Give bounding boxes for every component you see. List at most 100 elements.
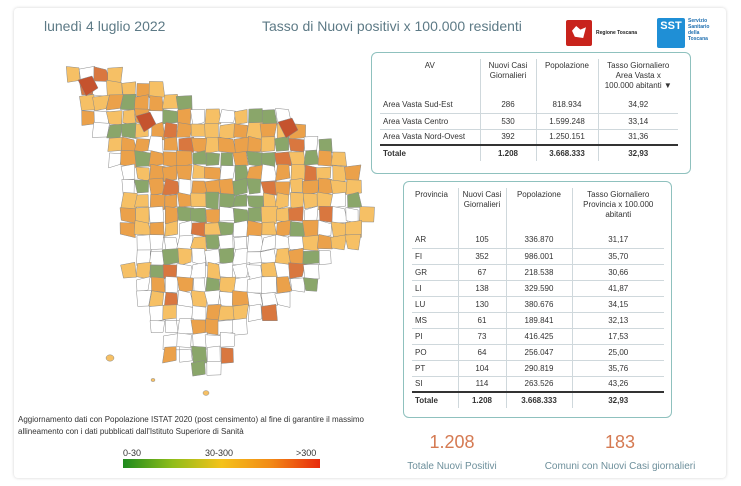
municipality-cell[interactable] (274, 192, 289, 210)
municipality-cell[interactable] (134, 94, 149, 111)
municipality-cell[interactable] (148, 290, 165, 309)
municipality-cell[interactable] (135, 111, 157, 133)
table-row[interactable]: PI 73 416.425 17,53 (412, 328, 664, 345)
municipality-cell[interactable] (119, 222, 136, 239)
av-header-rate[interactable]: Tasso Giornaliero Area Vasta x 100.000 a… (597, 59, 678, 97)
municipality-cell[interactable] (347, 191, 363, 208)
municipality-cell[interactable] (259, 248, 278, 264)
municipality-cell[interactable] (164, 276, 179, 293)
municipality-cell[interactable] (119, 207, 137, 224)
municipality-cell[interactable] (220, 347, 234, 364)
municipality-cell[interactable] (81, 110, 95, 126)
municipality-cell[interactable] (163, 136, 179, 151)
municipality-cell[interactable] (260, 304, 278, 322)
municipality-cell[interactable] (190, 290, 208, 308)
municipality-cell[interactable] (204, 108, 222, 125)
municipality-cell[interactable] (178, 136, 195, 153)
municipality-cell[interactable] (330, 151, 347, 167)
municipality-cell[interactable] (204, 166, 222, 180)
municipality-cell[interactable] (318, 205, 334, 223)
municipality-cell[interactable] (149, 234, 165, 250)
municipality-cell[interactable] (176, 150, 193, 169)
av-header-av[interactable]: AV (424, 61, 435, 70)
municipality-cell[interactable] (345, 179, 362, 195)
municipality-cell[interactable] (135, 166, 151, 183)
municipality-cell[interactable] (148, 81, 166, 99)
municipality-cell[interactable] (204, 123, 219, 140)
municipality-cell[interactable] (149, 320, 166, 333)
municipality-cell[interactable] (189, 262, 206, 281)
municipality-cell[interactable] (259, 123, 278, 139)
pv-header-cases[interactable]: Nuovi Casi Giornalieri (457, 188, 506, 232)
municipality-cell[interactable] (205, 191, 220, 211)
municipality-cell[interactable] (331, 206, 348, 224)
municipality-cell[interactable] (161, 248, 180, 266)
municipality-cell[interactable] (219, 247, 234, 265)
municipality-cell[interactable] (191, 248, 207, 267)
municipality-cell[interactable] (316, 234, 335, 250)
municipality-cell[interactable] (318, 138, 333, 154)
municipality-cell[interactable] (274, 291, 291, 308)
table-row[interactable]: PT 104 290.819 35,76 (412, 360, 664, 377)
municipality-cell[interactable] (274, 135, 289, 152)
table-row[interactable]: LI 138 329.590 41,87 (412, 280, 664, 297)
municipality-cell[interactable] (163, 121, 178, 139)
municipality-cell[interactable] (206, 345, 221, 364)
municipality-cell[interactable] (232, 193, 247, 207)
municipality-cell[interactable] (318, 249, 332, 266)
pv-header-provincia[interactable]: Provincia (415, 190, 448, 199)
municipality-cell[interactable] (287, 235, 305, 250)
municipality-cell[interactable] (232, 290, 250, 307)
municipality-cell[interactable] (121, 81, 137, 96)
table-row[interactable]: PO 64 256.047 25,00 (412, 344, 664, 361)
municipality-cell[interactable] (148, 177, 165, 196)
municipality-cell[interactable] (91, 122, 110, 138)
municipality-cell[interactable] (234, 109, 248, 125)
municipality-cell[interactable] (329, 192, 347, 209)
municipality-cell[interactable] (220, 332, 236, 348)
municipality-cell[interactable] (233, 123, 249, 139)
municipality-cell[interactable] (303, 149, 320, 166)
municipality-cell[interactable] (190, 192, 208, 208)
municipality-cell[interactable] (358, 206, 375, 223)
municipality-cell[interactable] (77, 75, 99, 97)
municipality-cell[interactable] (247, 207, 263, 222)
municipality-cell[interactable] (162, 346, 177, 364)
municipality-cell[interactable] (317, 150, 333, 167)
municipality-cell[interactable] (176, 304, 195, 321)
municipality-cell[interactable] (205, 152, 220, 166)
municipality-cell[interactable] (219, 206, 235, 222)
municipality-cell[interactable] (315, 166, 332, 182)
municipality-cell[interactable] (149, 95, 165, 112)
island-cell[interactable] (105, 354, 115, 362)
municipality-cell[interactable] (136, 276, 151, 293)
municipality-cell[interactable] (176, 332, 192, 348)
municipality-cell[interactable] (344, 233, 362, 251)
municipality-cell[interactable] (247, 135, 264, 153)
municipality-cell[interactable] (260, 234, 278, 252)
municipality-cell[interactable] (148, 206, 165, 223)
municipality-cell[interactable] (176, 122, 194, 138)
municipality-cell[interactable] (260, 206, 278, 225)
municipality-cell[interactable] (289, 277, 305, 293)
municipality-cell[interactable] (345, 207, 359, 224)
municipality-cell[interactable] (344, 220, 363, 238)
municipality-cell[interactable] (274, 247, 291, 265)
municipality-cell[interactable] (217, 136, 237, 154)
municipality-cell[interactable] (274, 262, 291, 280)
island-cell[interactable] (150, 378, 156, 382)
municipality-cell[interactable] (120, 261, 137, 279)
municipality-cell[interactable] (149, 264, 167, 280)
table-row[interactable]: Area Vasta Nord-Ovest 392 1.250.151 31,3… (380, 129, 678, 146)
av-header-pop[interactable]: Popolazione (535, 59, 598, 97)
municipality-cell[interactable] (135, 206, 150, 224)
municipality-cell[interactable] (302, 193, 318, 210)
municipality-cell[interactable] (164, 194, 178, 210)
municipality-cell[interactable] (105, 94, 124, 111)
municipality-cell[interactable] (302, 219, 320, 238)
municipality-cell[interactable] (133, 179, 149, 194)
municipality-cell[interactable] (191, 305, 207, 321)
municipality-cell[interactable] (261, 109, 278, 126)
municipality-cell[interactable] (147, 135, 164, 155)
municipality-cell[interactable] (151, 276, 166, 293)
